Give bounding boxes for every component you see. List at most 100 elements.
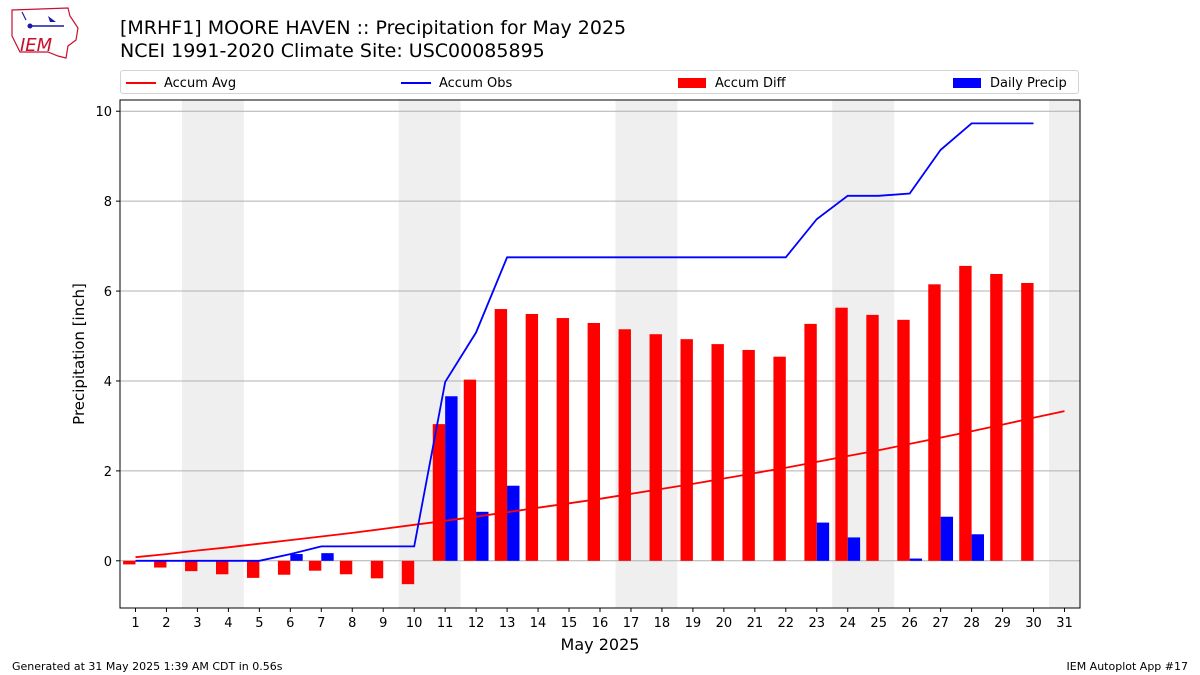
bar-accum-diff (185, 560, 198, 572)
bar-accum-diff (370, 560, 384, 579)
bar-accum-diff (432, 424, 446, 561)
bar-daily-precip (816, 522, 830, 561)
bar-accum-diff (525, 313, 539, 561)
x-tick-label: 9 (379, 616, 387, 631)
legend-label: Accum Avg (164, 75, 237, 91)
x-tick-label: 17 (623, 616, 640, 631)
weekend-shade (398, 100, 461, 608)
bar-accum-diff (216, 560, 229, 575)
x-tick-label: 19 (685, 616, 702, 631)
legend-label: Accum Obs (439, 75, 513, 91)
y-tick-label: 2 (104, 465, 112, 480)
bar-daily-precip (476, 511, 489, 561)
legend-daily-precip: Daily Precip (953, 74, 1067, 92)
weekend-shade (832, 100, 895, 608)
bar-daily-precip (909, 558, 923, 561)
weekend-shade (1049, 100, 1080, 608)
x-tick-label: 20 (716, 616, 733, 631)
bar-accum-diff (897, 319, 910, 561)
x-tick-label: 10 (406, 616, 423, 631)
x-tick-label: 22 (778, 616, 795, 631)
y-axis-label: Precipitation [inch] (70, 283, 88, 425)
legend-swatch-line (126, 82, 156, 84)
legend-label: Daily Precip (990, 75, 1067, 91)
bar-accum-diff (618, 329, 631, 561)
bar-daily-precip (971, 534, 984, 561)
bar-accum-diff (649, 334, 662, 561)
x-tick-label: 30 (1025, 616, 1042, 631)
bar-accum-diff (680, 339, 693, 561)
chart-subtitle: NCEI 1991-2020 Climate Site: USC00085895 (120, 40, 545, 62)
x-tick-label: 29 (994, 616, 1011, 631)
x-tick-label: 8 (348, 616, 356, 631)
bar-accum-diff (277, 560, 291, 575)
x-tick-label: 7 (317, 616, 325, 631)
y-tick-label: 4 (104, 375, 112, 390)
legend-label: Accum Diff (715, 75, 786, 91)
legend-swatch-box (678, 78, 706, 88)
bar-accum-diff (463, 379, 477, 561)
bar-accum-diff (928, 284, 941, 561)
legend: Accum Avg Accum Obs Accum Diff Daily Pre… (120, 70, 1079, 94)
y-tick-label: 8 (104, 195, 112, 210)
bar-accum-diff (866, 314, 879, 561)
line-accum-avg (135, 410, 1065, 559)
legend-accum-avg: Accum Avg (126, 74, 236, 92)
bar-accum-diff (711, 344, 724, 561)
bar-daily-precip (445, 396, 458, 561)
x-tick-label: 18 (654, 616, 671, 631)
x-tick-label: 27 (932, 616, 949, 631)
x-tick-label: 1 (131, 616, 139, 631)
x-tick-label: 2 (162, 616, 170, 631)
x-tick-label: 6 (286, 616, 294, 631)
x-tick-label: 31 (1056, 616, 1073, 631)
iem-logo: IEM (11, 7, 79, 59)
x-tick-label: 4 (224, 616, 232, 631)
chart-title: [MRHF1] MOORE HAVEN :: Precipitation for… (120, 17, 627, 39)
x-tick-label: 11 (437, 616, 454, 631)
bar-accum-diff (804, 323, 817, 561)
legend-swatch-box (953, 78, 981, 88)
x-tick-label: 13 (499, 616, 516, 631)
x-tick-label: 5 (255, 616, 263, 631)
x-tick-label: 3 (193, 616, 201, 631)
x-tick-label: 24 (839, 616, 856, 631)
legend-swatch-line (401, 82, 431, 84)
bar-accum-diff (835, 307, 848, 561)
legend-accum-diff: Accum Diff (678, 74, 786, 92)
bar-accum-diff (246, 560, 260, 578)
bar-daily-precip (507, 485, 520, 561)
bar-daily-precip (290, 554, 303, 561)
bar-accum-diff (773, 356, 786, 561)
x-tick-label: 26 (901, 616, 918, 631)
bar-accum-diff (587, 322, 600, 561)
x-tick-label: 23 (809, 616, 826, 631)
bar-accum-diff (742, 349, 755, 561)
x-tick-label: 25 (870, 616, 887, 631)
bar-accum-diff (123, 560, 136, 565)
x-tick-label: 15 (561, 616, 578, 631)
weekend-shade (181, 100, 244, 608)
x-tick-label: 14 (530, 616, 547, 631)
x-tick-label: 28 (963, 616, 980, 631)
x-tick-label: 16 (592, 616, 609, 631)
footer-generated: Generated at 31 May 2025 1:39 AM CDT in … (12, 660, 283, 673)
bar-accum-diff (556, 318, 570, 561)
bar-daily-precip (847, 537, 861, 561)
y-tick-label: 6 (104, 285, 112, 300)
x-tick-label: 21 (747, 616, 764, 631)
legend-accum-obs: Accum Obs (401, 74, 512, 92)
bar-accum-diff (154, 560, 167, 568)
bar-accum-diff (959, 265, 972, 561)
bar-accum-diff (401, 560, 415, 585)
weekend-shade (615, 100, 678, 608)
bar-accum-diff (990, 273, 1003, 561)
y-tick-label: 10 (95, 105, 112, 120)
footer-app: IEM Autoplot App #17 (1066, 660, 1189, 673)
plot-frame (119, 99, 1081, 609)
bar-daily-precip (940, 516, 954, 561)
bar-accum-diff (494, 309, 508, 561)
logo-text: IEM (20, 35, 53, 56)
line-accum-obs (135, 122, 1034, 562)
